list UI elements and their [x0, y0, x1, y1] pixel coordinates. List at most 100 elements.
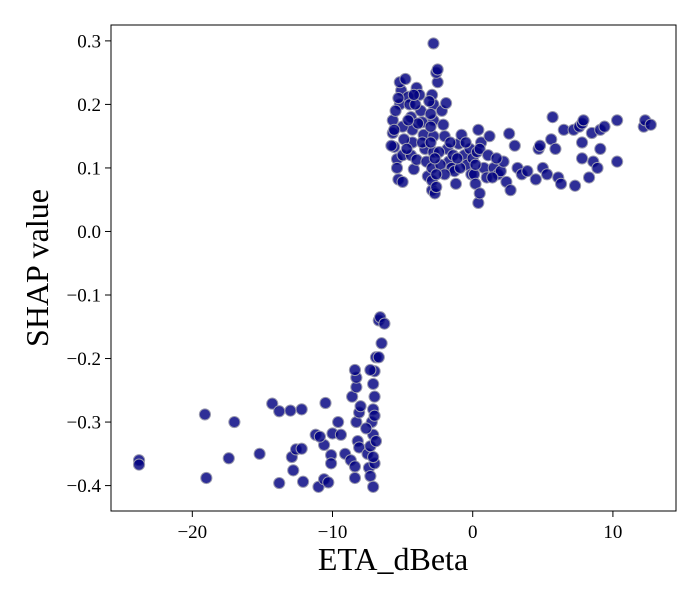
data-point — [644, 118, 657, 131]
data-point — [424, 107, 437, 121]
data-point — [504, 184, 517, 197]
data-point — [582, 171, 596, 184]
data-point — [378, 317, 391, 330]
data-point — [437, 118, 450, 131]
data-point — [575, 152, 589, 165]
data-point — [385, 139, 398, 152]
data-point — [348, 363, 362, 377]
data-point — [554, 177, 568, 190]
data-point — [611, 114, 624, 127]
data-point — [503, 127, 516, 140]
data-point — [451, 152, 464, 165]
data-point — [407, 88, 420, 101]
data-point — [313, 430, 326, 443]
x-axis-title: ETA_dBeta — [318, 541, 468, 577]
y-tick-label: 0.0 — [77, 222, 101, 243]
data-point — [568, 179, 582, 192]
data-point — [287, 464, 300, 477]
data-point — [367, 480, 380, 493]
data-point — [367, 450, 380, 464]
data-point — [295, 442, 308, 455]
data-point — [198, 408, 212, 421]
data-point — [591, 161, 604, 175]
data-point — [402, 114, 415, 127]
data-point — [410, 153, 423, 166]
data-point — [319, 396, 332, 410]
data-point — [549, 142, 562, 155]
x-tick-label: −10 — [318, 522, 348, 543]
data-point — [266, 397, 279, 410]
data-point — [473, 187, 486, 200]
data-point — [449, 177, 462, 190]
data-point — [200, 471, 213, 485]
data-point — [332, 415, 345, 429]
data-point — [360, 422, 373, 435]
y-tick-label: 0.2 — [77, 95, 101, 116]
data-point — [508, 139, 521, 152]
data-point — [364, 469, 377, 483]
data-point — [430, 180, 443, 194]
y-tick-label: −0.1 — [67, 286, 101, 307]
data-point — [132, 458, 146, 471]
data-point — [540, 168, 554, 181]
data-point — [253, 447, 266, 460]
data-point — [431, 63, 444, 76]
data-point — [424, 136, 437, 149]
data-point — [354, 400, 367, 413]
data-point — [296, 475, 310, 488]
data-point — [375, 337, 388, 350]
data-point — [533, 139, 547, 152]
data-point — [427, 37, 440, 50]
data-point — [399, 72, 412, 86]
data-point — [490, 152, 503, 165]
y-axis: −0.4 −0.3 −0.2 −0.1 0.0 0.1 0.2 0.3 — [67, 31, 111, 497]
data-point — [424, 120, 437, 133]
y-tick-label: 0.3 — [77, 31, 101, 52]
data-point — [483, 130, 496, 143]
data-point — [473, 142, 486, 155]
data-point — [348, 471, 362, 485]
data-point — [284, 404, 297, 417]
data-point — [322, 476, 335, 489]
y-tick-label: −0.3 — [67, 413, 101, 434]
x-tick-label: −20 — [177, 522, 207, 543]
data-point — [369, 435, 383, 448]
data-point — [575, 136, 589, 149]
x-axis: −20 −10 0 10 — [177, 511, 622, 543]
data-point — [364, 363, 377, 377]
data-point — [334, 428, 348, 441]
data-point — [472, 123, 485, 136]
data-point — [372, 351, 385, 364]
data-point — [594, 142, 607, 155]
data-point — [325, 457, 338, 470]
data-point — [444, 136, 457, 149]
data-point — [430, 168, 443, 181]
data-point — [400, 142, 413, 155]
data-point — [388, 123, 401, 136]
data-point — [273, 405, 286, 418]
data-point — [529, 173, 542, 186]
data-point — [428, 152, 441, 165]
data-point — [469, 158, 482, 171]
data-point — [396, 175, 409, 189]
data-point — [389, 104, 402, 117]
data-point — [439, 97, 453, 110]
data-point — [348, 460, 362, 473]
x-tick-label: 0 — [468, 522, 478, 543]
data-point — [392, 91, 405, 105]
data-point — [486, 171, 499, 184]
data-point — [521, 165, 534, 178]
data-point — [368, 409, 381, 422]
y-tick-label: −0.2 — [67, 349, 101, 370]
data-point — [546, 111, 559, 124]
data-point — [459, 136, 472, 149]
x-tick-label: 10 — [603, 522, 622, 543]
y-axis-title: SHAP value — [19, 189, 55, 347]
data-point — [228, 415, 241, 429]
points-layer — [132, 37, 657, 493]
data-point — [598, 120, 611, 133]
data-point — [390, 161, 404, 175]
data-point — [577, 114, 590, 127]
data-point — [368, 390, 381, 403]
